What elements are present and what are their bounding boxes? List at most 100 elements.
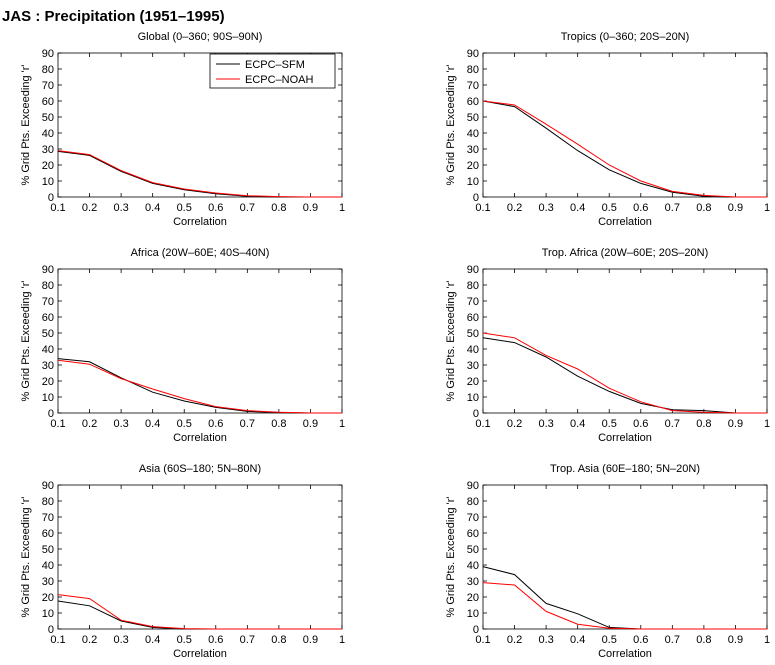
series-line-noah bbox=[482, 582, 767, 630]
plot-frame bbox=[57, 484, 343, 630]
x-tick-label: 0.8 bbox=[696, 634, 711, 646]
x-tick-label: 0.4 bbox=[570, 418, 585, 430]
y-tick-label: 10 bbox=[467, 176, 479, 188]
x-tick-label: 0.4 bbox=[145, 634, 160, 646]
chart-panel-3: Africa (20W–60E; 40S–40N) 0.1 0.2 0.3 0.4 0.5… bbox=[20, 247, 345, 444]
y-tick-label: 70 bbox=[467, 512, 479, 524]
y-tick-label: 60 bbox=[467, 312, 479, 324]
y-tick-label: 90 bbox=[467, 480, 479, 492]
x-tick-label: 0.7 bbox=[240, 634, 255, 646]
x-tick-label: 0.9 bbox=[303, 634, 318, 646]
y-axis-label: % Grid Pts. Exceeding 'r' bbox=[445, 497, 457, 618]
chart-title: Asia (60S–180; 5N–80N) bbox=[139, 463, 261, 475]
legend-label: ECPC–NOAH bbox=[245, 74, 314, 86]
x-tick-label: 0.3 bbox=[538, 418, 553, 430]
x-tick-label: 0.6 bbox=[633, 418, 648, 430]
plot-frame bbox=[57, 268, 343, 414]
y-axis-label: % Grid Pts. Exceeding 'r' bbox=[20, 65, 32, 186]
x-tick-label: 0.6 bbox=[208, 202, 223, 214]
series-line-sfm bbox=[482, 100, 767, 198]
x-tick-label: 0.8 bbox=[696, 202, 711, 214]
x-axis-label: Correlation bbox=[598, 648, 652, 660]
plot-frame bbox=[482, 52, 768, 198]
x-tick-label: 1 bbox=[339, 418, 345, 430]
y-tick-label: 50 bbox=[467, 544, 479, 556]
x-tick-label: 0.5 bbox=[602, 634, 617, 646]
chart-panel-6: Trop. Asia (60E–180; 5N–20N) 0.1 0.2 0.3 0.4… bbox=[445, 463, 770, 660]
y-axis-label: % Grid Pts. Exceeding 'r' bbox=[445, 65, 457, 186]
series-line-noah bbox=[57, 594, 342, 630]
y-tick-label: 80 bbox=[42, 64, 54, 76]
x-tick-label: 0.2 bbox=[507, 202, 522, 214]
y-tick-label: 40 bbox=[467, 560, 479, 572]
y-tick-label: 40 bbox=[467, 128, 479, 140]
legend-box bbox=[209, 53, 336, 89]
x-tick-label: 1 bbox=[764, 634, 770, 646]
series-line-noah bbox=[482, 100, 767, 198]
x-tick-label: 0.4 bbox=[570, 202, 585, 214]
x-tick-label: 0.4 bbox=[145, 202, 160, 214]
x-tick-label: 0.7 bbox=[665, 202, 680, 214]
y-tick-label: 90 bbox=[42, 48, 54, 60]
x-tick-label: 0.2 bbox=[82, 202, 97, 214]
chart-panel-4: Trop. Africa (20W–60E; 20S–20N) 0.1 0.2 0.3… bbox=[445, 247, 770, 444]
y-tick-label: 20 bbox=[467, 160, 479, 172]
y-tick-label: 70 bbox=[42, 80, 54, 92]
x-axis-label: Correlation bbox=[598, 216, 652, 228]
series-line-noah bbox=[482, 332, 767, 414]
series-line-sfm bbox=[482, 337, 767, 414]
y-tick-label: 0 bbox=[48, 624, 54, 636]
y-tick-label: 10 bbox=[467, 608, 479, 620]
x-tick-label: 0.2 bbox=[82, 418, 97, 430]
series-line-noah bbox=[57, 150, 342, 198]
y-tick-label: 20 bbox=[467, 592, 479, 604]
y-tick-label: 30 bbox=[467, 576, 479, 588]
y-tick-label: 70 bbox=[467, 296, 479, 308]
series-line-sfm bbox=[57, 150, 342, 198]
x-tick-label: 0.5 bbox=[177, 418, 192, 430]
y-tick-label: 30 bbox=[467, 360, 479, 372]
y-tick-label: 20 bbox=[42, 160, 54, 172]
y-tick-label: 80 bbox=[467, 496, 479, 508]
x-tick-label: 0.9 bbox=[303, 418, 318, 430]
x-tick-label: 1 bbox=[764, 202, 770, 214]
x-tick-label: 0.3 bbox=[538, 202, 553, 214]
y-tick-label: 0 bbox=[473, 408, 479, 420]
x-axis-label: Correlation bbox=[173, 432, 227, 444]
series-line-sfm bbox=[57, 358, 342, 414]
series-line-sfm bbox=[482, 566, 767, 630]
y-tick-label: 0 bbox=[473, 624, 479, 636]
x-tick-label: 1 bbox=[339, 202, 345, 214]
y-tick-label: 60 bbox=[42, 528, 54, 540]
x-tick-label: 0.8 bbox=[271, 634, 286, 646]
y-tick-label: 30 bbox=[467, 144, 479, 156]
y-tick-label: 20 bbox=[42, 592, 54, 604]
y-tick-label: 80 bbox=[42, 280, 54, 292]
x-tick-label: 0.9 bbox=[303, 202, 318, 214]
x-tick-label: 0.5 bbox=[177, 202, 192, 214]
x-tick-label: 0.3 bbox=[113, 634, 128, 646]
x-axis-label: Correlation bbox=[598, 432, 652, 444]
y-tick-label: 70 bbox=[467, 80, 479, 92]
x-tick-label: 0.7 bbox=[665, 418, 680, 430]
x-tick-label: 0.7 bbox=[665, 634, 680, 646]
y-tick-label: 10 bbox=[42, 176, 54, 188]
plot-frame bbox=[57, 52, 343, 198]
x-tick-label: 0.4 bbox=[145, 418, 160, 430]
chart-title: Trop. Asia (60E–180; 5N–20N) bbox=[550, 463, 700, 475]
chart-title: Global (0–360; 90S–90N) bbox=[138, 31, 263, 43]
x-tick-label: 0.3 bbox=[538, 634, 553, 646]
y-tick-label: 30 bbox=[42, 144, 54, 156]
y-tick-label: 80 bbox=[42, 496, 54, 508]
x-axis-label: Correlation bbox=[173, 216, 227, 228]
x-tick-label: 0.6 bbox=[633, 202, 648, 214]
x-tick-label: 1 bbox=[339, 634, 345, 646]
x-tick-label: 0.1 bbox=[50, 418, 65, 430]
series-line-noah bbox=[57, 359, 342, 414]
y-tick-label: 90 bbox=[42, 480, 54, 492]
x-tick-label: 1 bbox=[764, 418, 770, 430]
x-tick-label: 0.9 bbox=[728, 418, 743, 430]
y-tick-label: 10 bbox=[42, 392, 54, 404]
x-tick-label: 0.2 bbox=[507, 418, 522, 430]
y-tick-label: 70 bbox=[42, 512, 54, 524]
